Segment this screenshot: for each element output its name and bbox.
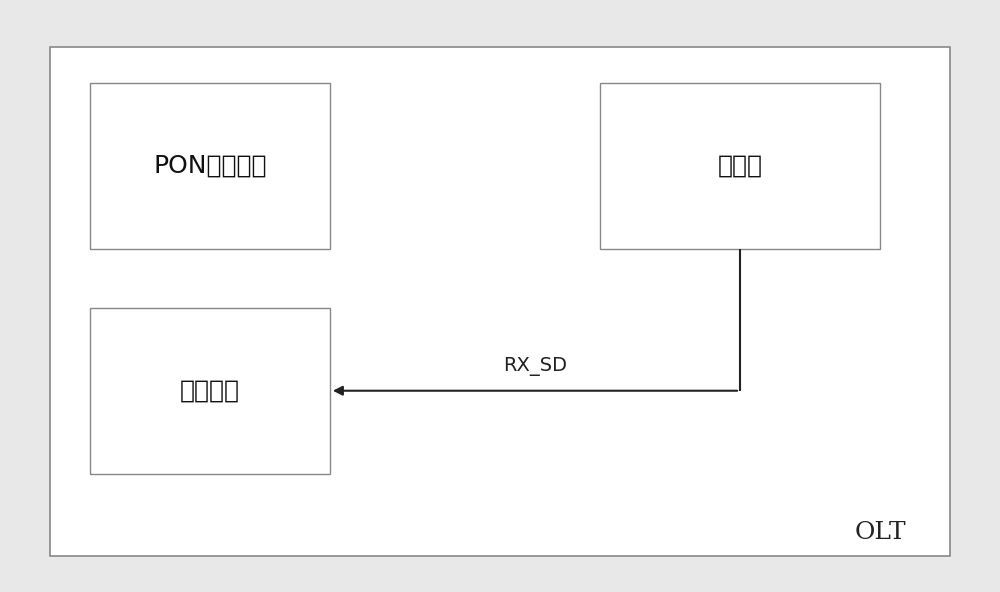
Text: RX_SD: RX_SD (503, 357, 567, 376)
Bar (90, 83, 330, 249)
Text: OLT: OLT (854, 522, 906, 544)
Bar (50, 47, 950, 556)
Bar (90, 308, 330, 474)
Text: 光模块: 光模块 (718, 154, 763, 178)
Text: 检测模块: 检测模块 (180, 379, 240, 403)
Text: PON协议模块: PON协议模块 (153, 154, 267, 178)
Bar (600, 83, 880, 249)
